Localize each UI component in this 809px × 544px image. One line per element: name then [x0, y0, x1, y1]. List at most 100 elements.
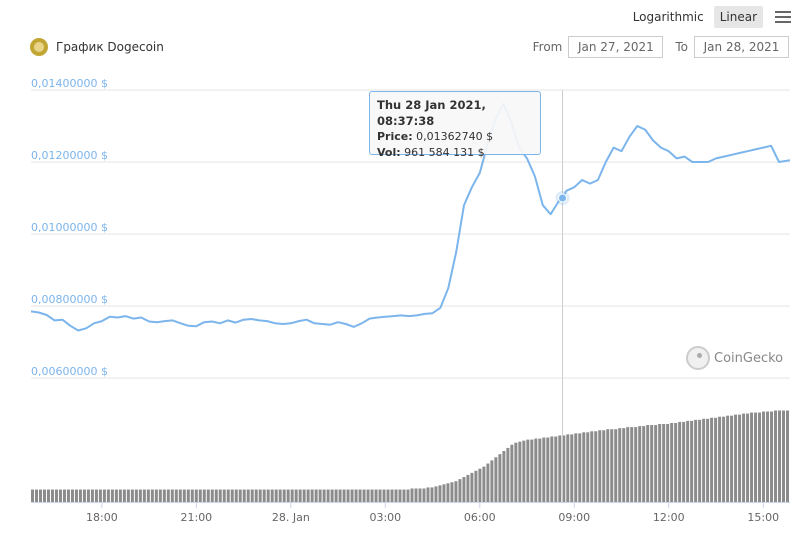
x-tick-label: 15:00	[747, 511, 779, 524]
volume-bar	[114, 489, 118, 502]
volume-bar	[302, 489, 306, 502]
volume-bar	[626, 427, 630, 502]
x-tick-label: 03:00	[369, 511, 401, 524]
volume-bar	[542, 437, 546, 502]
tooltip-vol-value: 961 584 131 $	[404, 146, 485, 159]
volume-bar	[106, 489, 110, 502]
y-tick-label: 0,01200000 $	[31, 149, 108, 162]
volume-bar	[642, 426, 646, 502]
hamburger-menu-icon[interactable]	[775, 11, 791, 23]
volume-bar	[670, 422, 674, 502]
volume-bar	[478, 468, 482, 502]
volume-bar	[738, 414, 742, 502]
volume-bar	[430, 487, 434, 502]
dogecoin-icon	[30, 38, 48, 56]
volume-bar	[566, 434, 570, 502]
volume-bar	[378, 489, 382, 502]
y-tick-label: 0,00600000 $	[31, 365, 108, 378]
volume-bar	[198, 489, 202, 502]
volume-bar	[598, 430, 602, 502]
volume-bar	[38, 489, 42, 502]
volume-bar	[90, 489, 94, 502]
volume-bar	[462, 477, 466, 502]
volume-bar	[190, 489, 194, 502]
volume-bar	[570, 434, 574, 502]
coingecko-watermark: CoinGecko	[686, 346, 783, 370]
volume-bar	[574, 433, 578, 502]
volume-bar	[50, 489, 54, 502]
volume-bar	[546, 437, 550, 502]
volume-bar	[774, 410, 778, 502]
volume-bar	[54, 489, 58, 502]
volume-bar	[262, 489, 266, 502]
linear-scale-button[interactable]: Linear	[713, 6, 763, 28]
volume-bar	[118, 489, 122, 502]
volume-bar	[182, 489, 186, 502]
volume-bar	[450, 482, 454, 502]
hover-point	[558, 193, 568, 203]
volume-bar	[294, 489, 298, 502]
volume-bar	[130, 489, 134, 502]
y-tick-label: 0,00800000 $	[31, 293, 108, 306]
volume-bar	[314, 489, 318, 502]
volume-bar	[258, 489, 262, 502]
volume-bar	[70, 489, 74, 502]
volume-bar	[782, 410, 786, 502]
volume-bar	[654, 425, 658, 502]
volume-bar	[694, 419, 698, 502]
volume-bar	[274, 489, 278, 502]
volume-bar	[82, 489, 86, 502]
volume-bar	[750, 412, 754, 502]
volume-bar	[310, 489, 314, 502]
to-date-input[interactable]	[694, 36, 789, 58]
volume-bar	[226, 489, 230, 502]
volume-bar	[42, 489, 46, 502]
volume-bar	[306, 489, 310, 502]
volume-bar	[406, 489, 410, 502]
volume-bar	[66, 489, 70, 502]
volume-bar	[170, 489, 174, 502]
volume-bar	[534, 438, 538, 502]
x-tick-label: 18:00	[86, 511, 118, 524]
volume-bar	[434, 486, 438, 502]
volume-bar	[690, 420, 694, 502]
volume-bar	[142, 489, 146, 502]
volume-bar	[470, 472, 474, 502]
volume-bar	[730, 415, 734, 502]
volume-bar	[278, 489, 282, 502]
volume-bar	[634, 427, 638, 502]
tooltip-date: Thu 28 Jan 2021, 08:37:38	[377, 98, 486, 128]
volume-bar	[766, 411, 770, 502]
volume-bar	[154, 489, 158, 502]
volume-bar	[522, 440, 526, 502]
volume-bar	[710, 417, 714, 502]
volume-bar	[206, 489, 210, 502]
volume-bar	[682, 421, 686, 502]
volume-bar	[166, 489, 170, 502]
volume-bar	[78, 489, 82, 502]
volume-bar	[370, 489, 374, 502]
volume-bar	[298, 489, 302, 502]
volume-bar	[394, 489, 398, 502]
volume-bar	[514, 442, 518, 502]
volume-bar	[31, 489, 34, 502]
volume-bar	[622, 428, 626, 502]
volume-bar	[498, 454, 502, 502]
volume-bar	[762, 411, 766, 502]
volume-bar	[122, 489, 126, 502]
chart-title: График Dogecoin	[56, 40, 164, 54]
volume-bar	[330, 489, 334, 502]
from-date-input[interactable]	[568, 36, 664, 58]
volume-bar	[746, 413, 750, 502]
volume-bar	[346, 489, 350, 502]
logarithmic-scale-button[interactable]: Logarithmic	[632, 10, 704, 24]
volume-bar	[770, 411, 774, 502]
volume-bar	[178, 489, 182, 502]
volume-bar	[614, 429, 618, 502]
volume-bar	[606, 429, 610, 502]
volume-bar	[630, 427, 634, 502]
volume-bar	[518, 441, 522, 502]
volume-bar	[266, 489, 270, 502]
volume-bar	[714, 417, 718, 502]
